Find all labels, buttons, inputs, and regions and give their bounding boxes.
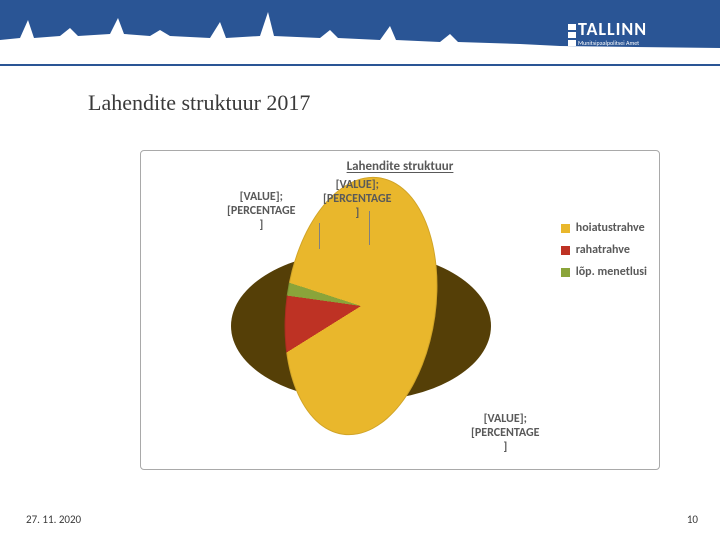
legend-item: lõp. menetlusi	[561, 265, 647, 279]
chart-title: Lahendite struktuur	[347, 159, 454, 174]
brand-logo: TALLINN Munitsipaalpolitsei Amet	[578, 20, 688, 52]
leader-line	[369, 211, 370, 245]
legend-label: hoiatustrahve	[576, 221, 645, 235]
legend-label: lõp. menetlusi	[576, 265, 647, 279]
legend-label: rahatrahve	[576, 243, 630, 257]
footer-date: 27. 11. 2020	[26, 513, 81, 526]
pie-chart	[231, 211, 491, 471]
header-underline	[0, 64, 720, 66]
data-label-hoiatustrahve: [VALUE]; [PERCENTAGE ]	[471, 413, 540, 454]
data-label-lop-menetlusi: [VALUE]; [PERCENTAGE ]	[323, 179, 392, 220]
legend-item: hoiatustrahve	[561, 221, 647, 235]
brand-word: TALLINN	[578, 20, 688, 38]
chart-legend: hoiatustrahve rahatrahve lõp. menetlusi	[561, 221, 647, 287]
logo-bars-icon	[568, 24, 576, 46]
legend-item: rahatrahve	[561, 243, 647, 257]
footer-page-number: 10	[687, 513, 698, 526]
slide-title: Lahendite struktuur 2017	[88, 90, 310, 116]
legend-swatch-icon	[561, 246, 570, 255]
chart-frame: Lahendite struktuur [VALUE]; [PERCENTAGE…	[140, 150, 660, 470]
legend-swatch-icon	[561, 224, 570, 233]
data-label-rahatrahve: [VALUE]; [PERCENTAGE ]	[227, 191, 296, 232]
slide: TALLINN Munitsipaalpolitsei Amet Lahendi…	[0, 0, 720, 540]
legend-swatch-icon	[561, 268, 570, 277]
brand-subtitle: Munitsipaalpolitsei Amet	[578, 40, 688, 47]
leader-line	[319, 223, 320, 249]
